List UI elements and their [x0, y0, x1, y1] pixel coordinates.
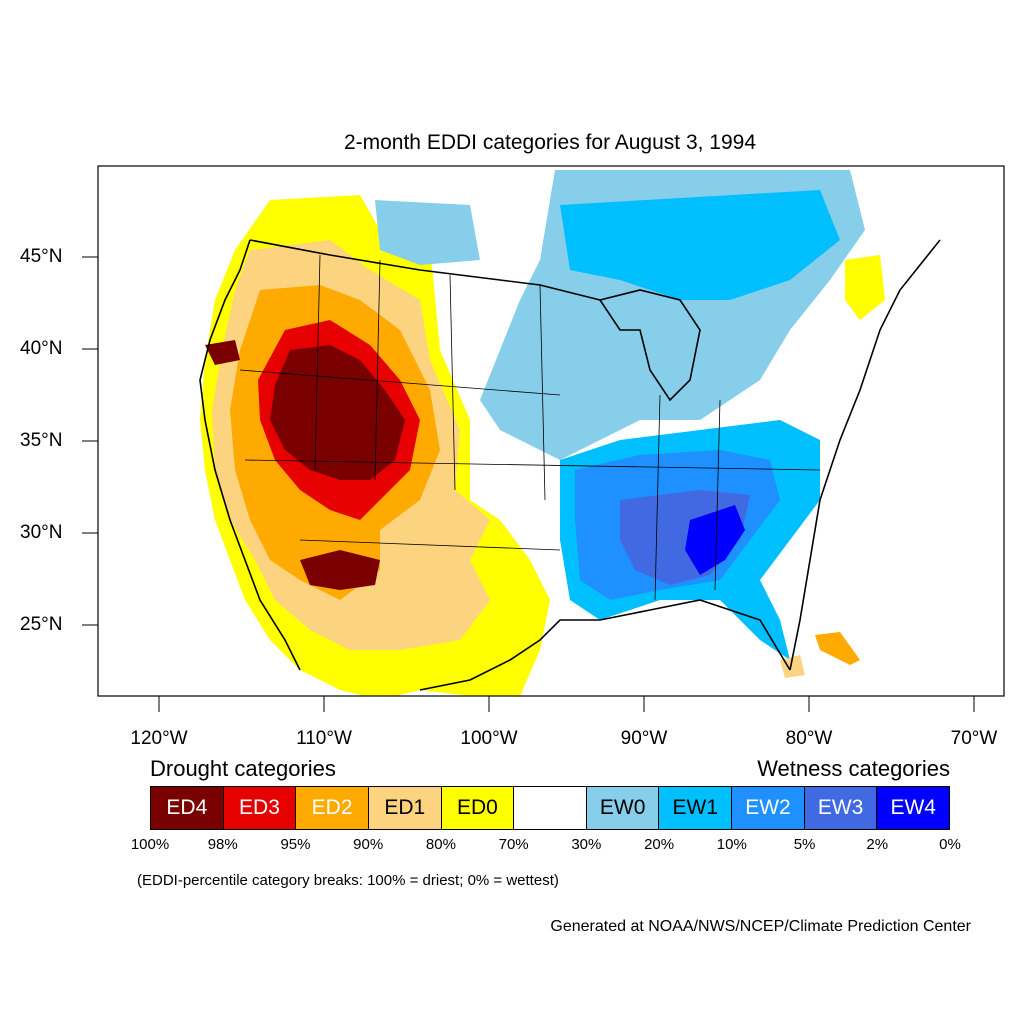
percent-break-label: 30% [571, 836, 602, 853]
east-coast [789, 239, 941, 671]
ed2-region-islands [815, 632, 860, 665]
legend-cell-ew4: EW4 [877, 787, 950, 829]
lon-label-70: 70°W [950, 728, 998, 749]
lat-ticks [82, 256, 98, 626]
category-note: (EDDI-percentile category breaks: 100% =… [137, 872, 559, 889]
percent-break-label: 90% [353, 836, 384, 853]
percent-break-label: 98% [207, 836, 238, 853]
percent-break-label: 10% [716, 836, 747, 853]
lon-label-110: 110°W [296, 728, 352, 749]
legend-cell-ew0: EW0 [586, 787, 660, 829]
wetness-heading: Wetness categories [757, 756, 950, 781]
lon-ticks [158, 696, 975, 712]
percent-break-label: 80% [425, 836, 456, 853]
percent-break-label: 95% [280, 836, 311, 853]
percent-break-label: 70% [498, 836, 529, 853]
category-legend: ED4 ED3 ED2 ED1 ED0 EW0 EW1 EW2 EW3 EW4 [150, 786, 950, 830]
canada-border [249, 239, 601, 301]
map-frame [97, 165, 1005, 697]
coastline-west [199, 239, 301, 671]
legend-cell-normal [514, 787, 587, 829]
percent-break-label: 5% [793, 836, 816, 853]
gulf-coast [419, 599, 791, 691]
lat-label-25: 25°N [20, 614, 63, 635]
lat-label-30: 30°N [20, 522, 63, 543]
map-title: 2-month EDDI categories for August 3, 19… [343, 131, 757, 154]
percent-break-label: 100% [130, 836, 170, 853]
ed1-region-florida [780, 655, 805, 678]
ew1-region-east [560, 190, 840, 300]
legend-cell-ed1: ED1 [368, 787, 442, 829]
state-lines [239, 254, 821, 601]
credit-line: Generated at NOAA/NWS/NCEP/Climate Predi… [550, 918, 971, 935]
lon-label-80: 80°W [785, 728, 833, 749]
lon-label-120: 120°W [130, 728, 188, 749]
ew4-region-south [685, 505, 745, 575]
percent-break-label: 0% [939, 836, 961, 853]
ed4-region-coast [205, 340, 240, 365]
legend-cell-ew3: EW3 [804, 787, 878, 829]
percent-break-label: 20% [644, 836, 675, 853]
category-fill-layer [200, 170, 885, 696]
percent-break-label: 2% [866, 836, 889, 853]
legend-cell-ed4: ED4 [151, 787, 224, 829]
ed4-region-south [300, 550, 380, 590]
legend-cell-ed0: ED0 [441, 787, 515, 829]
lat-label-40: 40°N [20, 338, 63, 359]
ed0-region-northeast [845, 255, 885, 320]
legend-cell-ew2: EW2 [732, 787, 805, 829]
lat-label-45: 45°N [20, 246, 63, 267]
legend-cell-ed2: ED2 [296, 787, 369, 829]
legend-cell-ed3: ED3 [223, 787, 297, 829]
lon-label-100: 100°W [460, 728, 518, 749]
ed4-region-west [270, 345, 405, 480]
drought-heading: Drought categories [150, 756, 336, 781]
lon-label-90: 90°W [620, 728, 668, 749]
great-lakes-outline [598, 289, 701, 402]
boundary-lines [199, 239, 941, 691]
lat-label-35: 35°N [20, 430, 63, 451]
legend-cell-ew1: EW1 [659, 787, 733, 829]
ew0-region-north [375, 200, 480, 265]
